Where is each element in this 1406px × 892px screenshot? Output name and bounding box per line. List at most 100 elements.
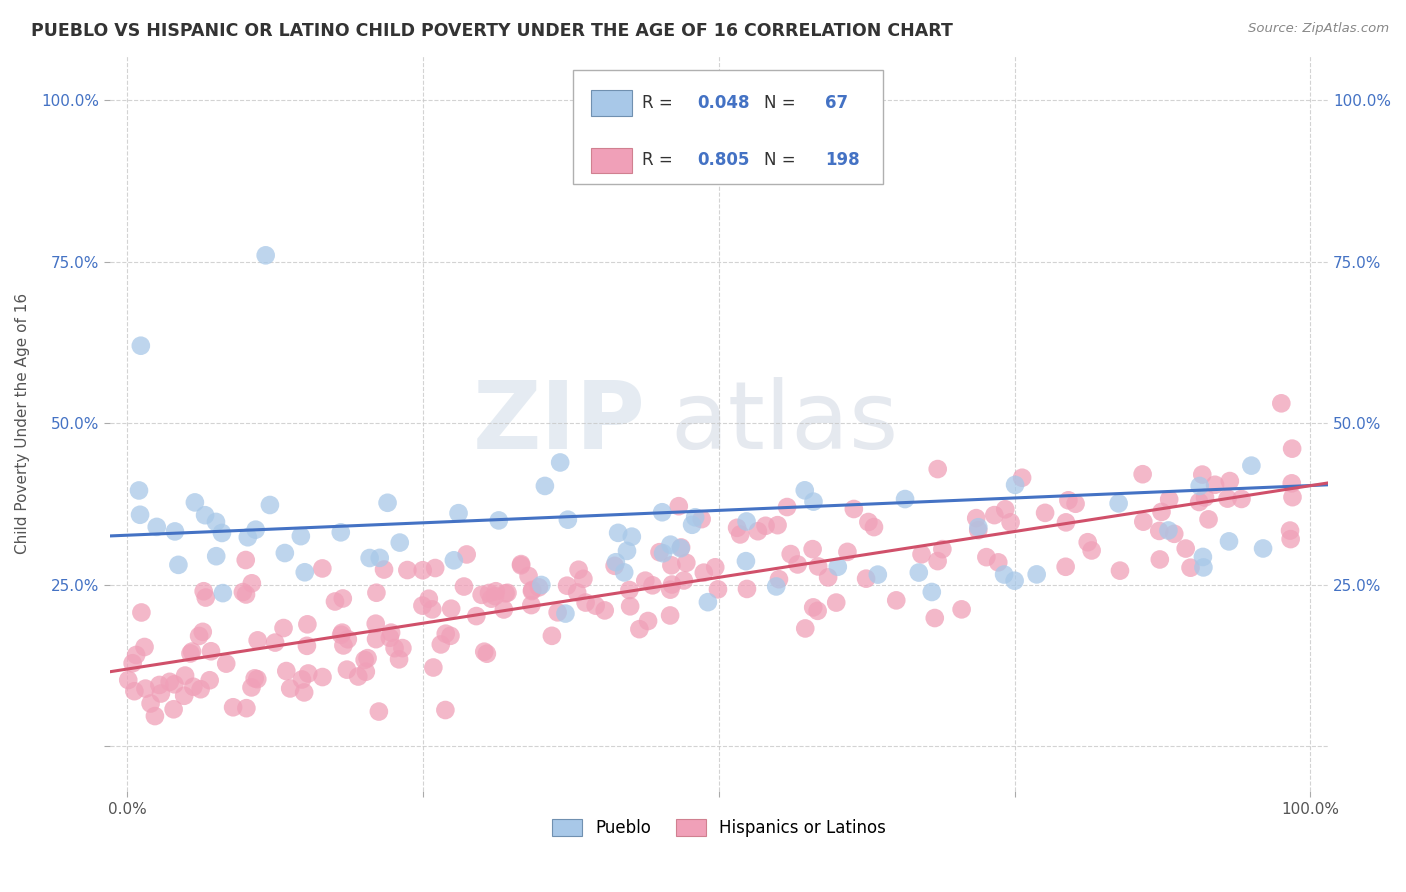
Point (1157, 524, 1180, 538)
Point (295, 639, 318, 653)
Point (555, 579, 578, 593)
Point (735, 582, 758, 596)
Point (884, 593, 907, 607)
Point (1000, 516, 1022, 530)
Point (994, 502, 1017, 516)
Point (661, 558, 683, 573)
Y-axis label: Child Poverty Under the Age of 16: Child Poverty Under the Age of 16 (15, 293, 30, 554)
Point (347, 669, 370, 683)
Point (380, 625, 402, 640)
Point (693, 566, 716, 580)
Point (292, 685, 315, 699)
Point (368, 550, 391, 565)
Point (472, 645, 495, 659)
Point (1198, 512, 1220, 526)
Point (517, 569, 540, 583)
Point (1150, 505, 1173, 519)
FancyBboxPatch shape (591, 90, 633, 115)
Text: N =: N = (763, 94, 801, 112)
Point (1174, 541, 1197, 556)
Point (801, 542, 824, 557)
Text: R =: R = (643, 94, 678, 112)
Point (593, 603, 616, 617)
Point (801, 600, 824, 615)
Point (495, 586, 517, 600)
Point (565, 585, 588, 599)
Point (534, 479, 557, 493)
Point (541, 629, 564, 643)
Point (651, 505, 673, 519)
Point (205, 515, 228, 529)
Point (222, 700, 245, 714)
Text: R =: R = (643, 152, 678, 169)
Point (332, 591, 354, 606)
Point (235, 553, 257, 567)
Point (475, 647, 498, 661)
Point (117, 673, 139, 687)
Point (492, 602, 515, 616)
Point (794, 622, 817, 636)
Point (1033, 506, 1056, 520)
Point (585, 599, 607, 613)
Point (522, 582, 544, 597)
Text: Source: ZipAtlas.com: Source: ZipAtlas.com (1249, 22, 1389, 36)
Point (453, 580, 475, 594)
Point (817, 570, 839, 584)
Point (965, 511, 987, 525)
Point (1180, 560, 1202, 574)
Point (420, 602, 443, 616)
Point (628, 622, 651, 636)
Point (1159, 492, 1181, 507)
Point (243, 671, 266, 685)
Point (568, 563, 591, 577)
Point (803, 494, 825, 508)
Point (776, 500, 799, 514)
Point (353, 653, 375, 667)
Point (129, 339, 152, 353)
Point (1054, 559, 1077, 574)
Point (240, 576, 263, 591)
Point (332, 639, 354, 653)
Point (246, 672, 269, 686)
Point (364, 632, 387, 647)
Point (572, 572, 595, 586)
Point (336, 632, 359, 647)
Point (323, 594, 346, 608)
FancyBboxPatch shape (572, 70, 883, 184)
Point (1054, 516, 1077, 530)
Point (198, 673, 221, 688)
Point (1132, 515, 1154, 529)
Point (443, 553, 465, 567)
Point (205, 549, 228, 564)
Point (330, 625, 353, 640)
Point (520, 598, 543, 612)
Point (188, 629, 211, 643)
Point (967, 523, 990, 537)
Point (1216, 491, 1239, 506)
Point (924, 611, 946, 625)
Point (858, 515, 880, 529)
Point (530, 578, 553, 592)
Text: 0.048: 0.048 (697, 94, 749, 112)
Point (1194, 491, 1216, 505)
Point (768, 572, 790, 586)
Point (236, 530, 259, 544)
Point (232, 585, 254, 599)
Point (1149, 524, 1171, 538)
Point (471, 588, 494, 602)
Point (668, 499, 690, 513)
Point (434, 626, 457, 640)
Point (329, 525, 352, 540)
Point (131, 606, 153, 620)
Point (294, 566, 316, 580)
Point (479, 591, 502, 606)
Point (1191, 467, 1213, 482)
Point (134, 681, 156, 696)
Point (619, 599, 641, 614)
Point (388, 535, 411, 549)
Point (605, 555, 627, 569)
Point (661, 577, 683, 591)
Point (1281, 442, 1303, 456)
Point (927, 554, 949, 568)
Point (173, 689, 195, 703)
